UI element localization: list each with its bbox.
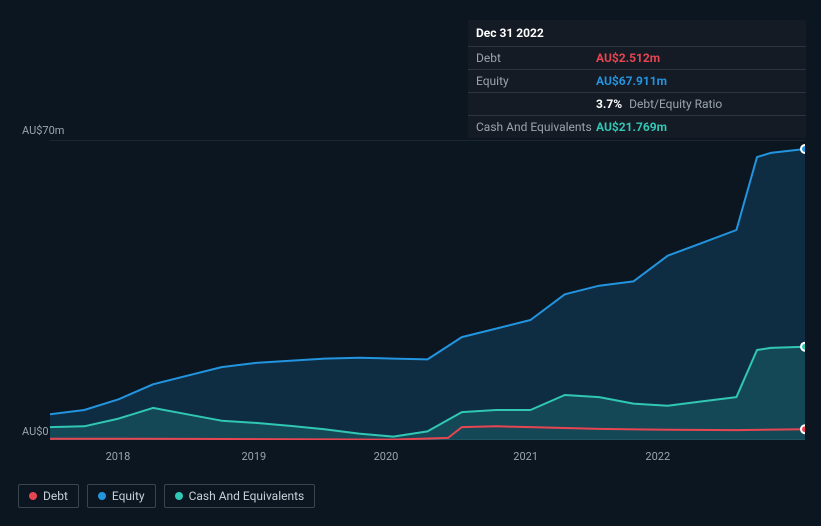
tooltip-row-value: AU$67.911m — [596, 74, 667, 88]
tooltip-row-value: AU$2.512m — [596, 51, 660, 65]
tooltip-row: 3.7% Debt/Equity Ratio — [468, 92, 806, 115]
legend-item[interactable]: Cash And Equivalents — [164, 484, 316, 508]
tooltip-row: Cash And EquivalentsAU$21.769m — [468, 115, 806, 138]
legend-item[interactable]: Debt — [18, 484, 79, 508]
y-axis-max-label: AU$70m — [22, 124, 64, 137]
legend-item[interactable]: Equity — [87, 484, 156, 508]
tooltip-row-label: Debt — [476, 51, 596, 65]
tooltip-row-value: 3.7% Debt/Equity Ratio — [596, 97, 722, 111]
tooltip-row-value: AU$21.769m — [596, 120, 667, 134]
x-axis: 2018 2019 2020 2021 2022 — [50, 450, 805, 470]
chart-tooltip: Dec 31 2022 DebtAU$2.512mEquityAU$67.911… — [468, 20, 806, 138]
tooltip-row-label: Cash And Equivalents — [476, 120, 596, 134]
legend-dot-icon — [98, 492, 106, 500]
tooltip-row: EquityAU$67.911m — [468, 69, 806, 92]
legend-dot-icon — [175, 492, 183, 500]
legend-item-label: Equity — [112, 489, 145, 503]
legend-item-label: Cash And Equivalents — [189, 489, 305, 503]
chart-plot-area — [50, 140, 805, 440]
x-axis-tick: 2022 — [645, 450, 670, 463]
legend-dot-icon — [29, 492, 37, 500]
x-axis-tick: 2018 — [106, 450, 131, 463]
x-axis-tick: 2020 — [374, 450, 399, 463]
x-axis-tick: 2021 — [513, 450, 538, 463]
x-axis-tick: 2019 — [241, 450, 266, 463]
chart-legend: Debt Equity Cash And Equivalents — [18, 484, 315, 508]
tooltip-row: DebtAU$2.512m — [468, 46, 806, 69]
tooltip-date: Dec 31 2022 — [468, 20, 806, 46]
legend-item-label: Debt — [43, 489, 68, 503]
y-axis-min-label: AU$0 — [22, 425, 49, 438]
tooltip-row-label — [476, 97, 596, 111]
tooltip-row-label: Equity — [476, 74, 596, 88]
